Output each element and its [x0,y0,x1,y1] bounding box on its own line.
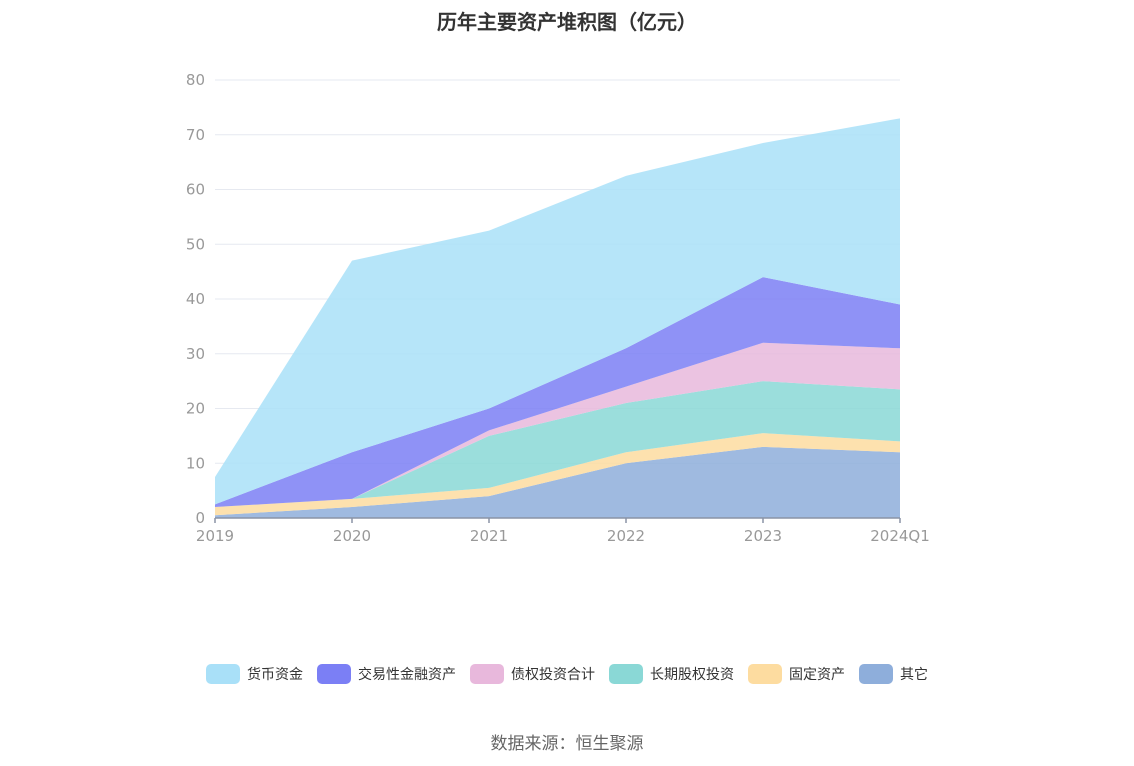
legend-label: 债权投资合计 [511,667,595,683]
axes: 0 10 20 30 40 50 60 70 80 2019 2020 2021 2022 2023 202… [186,71,930,545]
x-tick-label: 2020 [333,527,371,545]
x-tick-label: 2019 [196,527,234,545]
legend-item[interactable]: 债权投资合计 [470,664,595,684]
legend: 货币资金 交易性金融资产 债权投资合计 长期股权投资 固定资产 其它 [0,664,1134,684]
legend-item[interactable]: 固定资产 [748,664,845,684]
legend-item[interactable]: 其它 [859,664,928,684]
y-tick-label: 30 [186,345,205,363]
legend-label: 长期股权投资 [650,667,734,683]
area-交易性金融资产 [215,277,900,508]
legend-swatch [206,664,240,684]
x-tick-label: 2024Q1 [870,527,930,545]
legend-swatch [470,664,504,684]
legend-swatch [609,664,643,684]
x-tick-label: 2022 [607,527,645,545]
legend-item[interactable]: 货币资金 [206,664,303,684]
legend-item[interactable]: 长期股权投资 [609,664,734,684]
chart-title: 历年主要资产堆积图（亿元） [437,10,697,34]
area-长期股权投资 [215,381,900,508]
x-tick-label: 2021 [470,527,508,545]
y-tick-label: 40 [186,290,205,308]
area-固定资产 [215,433,900,516]
area-series-layer [215,118,900,518]
area-其它 [215,446,900,518]
legend-label: 固定资产 [789,667,845,683]
legend-label: 其它 [900,667,928,683]
area-债权投资合计 [215,342,900,508]
y-tick-label: 0 [195,509,205,527]
source-note: 数据来源：恒生聚源 [490,734,644,754]
legend-label: 货币资金 [247,667,303,683]
x-tick-label: 2023 [744,527,782,545]
area-货币资金 [215,118,900,505]
y-tick-label: 50 [186,235,205,253]
y-tick-label: 10 [186,454,205,472]
legend-swatch [317,664,351,684]
y-tick-label: 20 [186,400,205,418]
y-tick-label: 70 [186,126,205,144]
y-tick-label: 80 [186,71,205,89]
legend-swatch [859,664,893,684]
legend-label: 交易性金融资产 [358,667,456,683]
legend-swatch [748,664,782,684]
y-tick-label: 60 [186,181,205,199]
legend-item[interactable]: 交易性金融资产 [317,664,456,684]
